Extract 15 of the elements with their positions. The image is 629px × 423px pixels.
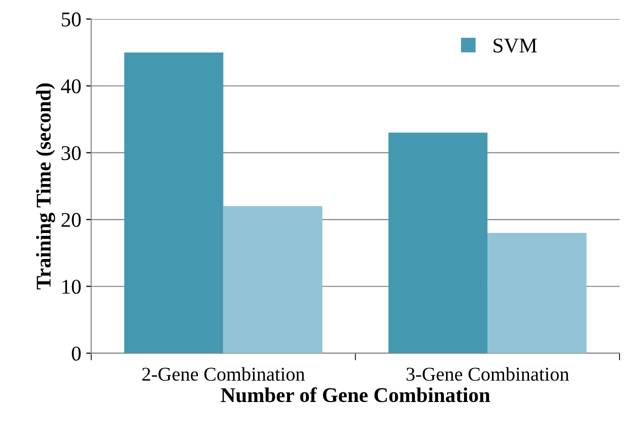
y-tick-label: 10 <box>62 280 81 294</box>
x-tick-label: 2-Gene Combination <box>142 367 305 381</box>
legend-label: SVM <box>494 38 537 53</box>
x-tick-label: 3-Gene Combination <box>406 367 569 381</box>
bar <box>487 232 587 354</box>
bar <box>388 132 488 354</box>
bar <box>223 206 322 354</box>
y-tick-label: 0 <box>72 346 81 361</box>
y-tick-label: 20 <box>62 212 81 227</box>
x-axis-title: Number of Gene Combination <box>220 387 490 402</box>
y-tick-label: 30 <box>62 146 81 160</box>
bar <box>124 52 224 354</box>
y-axis-title: Training Time (second) <box>36 83 56 290</box>
y-tick-label: 40 <box>61 79 81 94</box>
y-tick-label: 50 <box>62 12 81 26</box>
